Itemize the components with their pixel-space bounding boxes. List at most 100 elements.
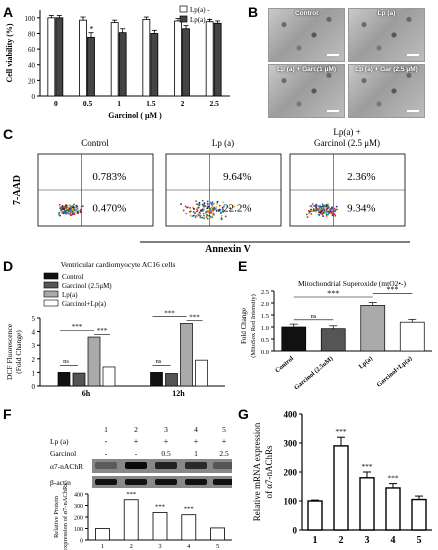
y-tick-label: 0: [32, 383, 36, 391]
bar: [182, 28, 190, 97]
flow-title-control: Control: [81, 138, 109, 148]
panel-letter-g: G: [238, 406, 249, 422]
panel-letter-f: F: [3, 406, 12, 422]
flow-event: [184, 205, 187, 208]
sig-ns: ns: [63, 358, 69, 365]
y-tick-label: 0: [32, 93, 36, 101]
flow-event: [222, 208, 224, 211]
flow-event: [330, 211, 332, 214]
blot-row-label-a7: α7-nAChR: [50, 462, 83, 471]
x-tick-label: 1.5: [146, 99, 156, 108]
flow-event: [209, 217, 212, 219]
flow-event: [203, 214, 205, 217]
blot-band-a7: [185, 462, 207, 469]
flow-event: [216, 202, 218, 205]
flow-event: [215, 206, 218, 208]
chart-title: Mitochondrial Superoxide (mtO2•-): [298, 279, 407, 288]
lp-sign: +: [134, 437, 139, 446]
micrograph-lpa: Lp (a): [348, 8, 425, 62]
flow-event: [81, 205, 84, 207]
flow-event: [326, 209, 329, 212]
flow-event: [74, 211, 77, 213]
flow-event: [324, 210, 327, 213]
flow-event: [61, 211, 64, 214]
flow-event: [199, 216, 202, 219]
y-axis-label: Fold Change: [240, 308, 248, 344]
flow-event: [325, 215, 328, 218]
x-tick-label: 1: [101, 543, 104, 550]
y-tick-label: 1.5: [261, 313, 269, 320]
bar: [333, 445, 349, 531]
flow-event: [207, 211, 210, 214]
x-tick-label: 6h: [82, 389, 91, 398]
flow-event: [198, 201, 201, 204]
y-axis-label: Relative mRNA expression: [252, 422, 262, 521]
bar: [87, 36, 95, 97]
y-tick-label: 200: [284, 468, 298, 478]
garcinol-dose: 2.5: [219, 449, 229, 458]
legend-swatch: [43, 299, 59, 307]
flow-event: [79, 208, 82, 211]
flow-event: [327, 210, 330, 213]
flow-event: [222, 201, 225, 204]
flow-event: [209, 201, 212, 204]
flow-event: [197, 206, 200, 209]
panel-letter-d: D: [3, 258, 14, 274]
flow-event: [322, 211, 324, 214]
flow-event: [206, 207, 209, 210]
bar: [152, 512, 168, 541]
bar: [174, 20, 182, 97]
garcinol-dose: 0.5: [161, 449, 171, 458]
flow-event: [313, 204, 315, 207]
lp-sign: +: [194, 437, 199, 446]
panel-letter-c: C: [3, 126, 14, 142]
flow-event: [64, 206, 67, 209]
flow-event: [196, 203, 199, 206]
flow-event: [222, 205, 225, 208]
micrograph-label: Lp (a) + Garc(1 μM): [276, 66, 337, 73]
bar: [95, 528, 110, 541]
blot-band-a7: [155, 462, 177, 469]
x-tick-label: 5: [216, 543, 219, 550]
flow-event: [315, 206, 318, 208]
flow-event: [196, 208, 199, 210]
flow-event: [325, 205, 328, 208]
flow-event: [307, 209, 310, 212]
x-tick-label: Control: [274, 355, 295, 374]
y-axis-label-2: of α7-nAChRs: [264, 445, 274, 498]
bar: [47, 17, 56, 97]
flow-event: [218, 204, 221, 207]
bar: [320, 328, 346, 352]
lane-number: 5: [222, 425, 226, 434]
flow-event: [209, 215, 212, 218]
flow-event: [202, 212, 205, 215]
x-tick-label: 12h: [172, 389, 185, 398]
x-tick-label: 3: [158, 543, 161, 550]
y-tick-label: 40: [28, 62, 36, 70]
flow-event: [187, 206, 189, 209]
x-tick-label: 4: [187, 543, 191, 550]
panel-f-western-blot: 1 - - 2 + - 3 +0.5 4 +1 5 +2.5 Lp (a) Garcinol α7-nACh…: [50, 425, 232, 550]
sig-stars: ***: [164, 309, 175, 317]
bar: [150, 33, 159, 97]
x-tick-label: 5: [417, 535, 422, 546]
y-axis-label-2: (MitoSox Red Intensity): [250, 294, 257, 358]
bar: [181, 514, 197, 541]
flow-event: [211, 206, 214, 209]
lane-number: 2: [134, 425, 138, 434]
flow-event: [201, 210, 204, 213]
y-tick-label: 80: [28, 30, 36, 38]
bar: [123, 499, 139, 541]
flow-event: [71, 207, 74, 210]
sig-stars: ***: [184, 506, 194, 513]
lane-number: 1: [104, 425, 108, 434]
blot-band-actin: [125, 479, 147, 485]
flow-event: [332, 210, 335, 213]
x-tick-label: Lp(a): [358, 355, 374, 370]
flow-event: [202, 205, 205, 208]
panel-letter-b: B: [248, 4, 259, 20]
flow-event: [201, 208, 204, 211]
x-tick-label: 4: [391, 535, 396, 546]
micrograph-control: Control: [268, 8, 345, 62]
blot-band-actin: [95, 479, 117, 485]
